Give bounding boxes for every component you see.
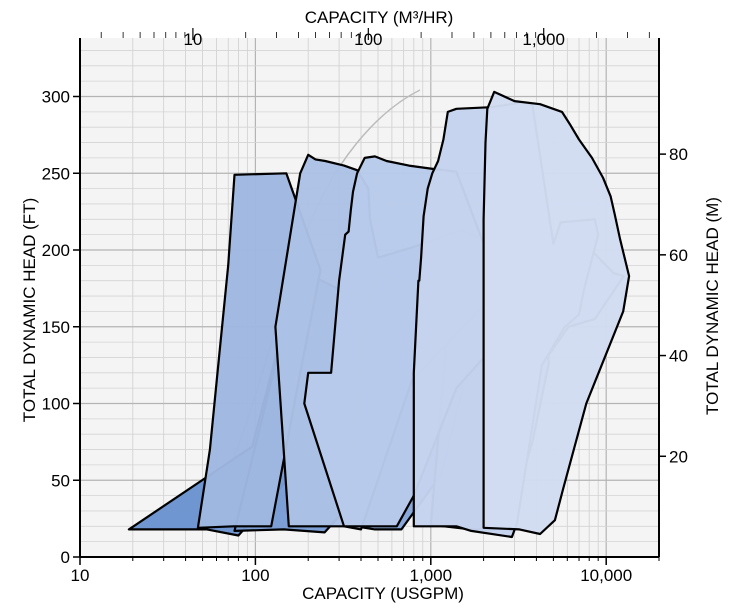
x-tick-label: 10 [71,566,90,585]
x-tick-label: 100 [241,566,269,585]
y2-tick-label: 20 [669,447,688,466]
y-tick-label: 200 [42,241,70,260]
right-axis: 20 40 60 80 [659,145,688,466]
pump-regions [127,90,631,539]
y-tick-label: 150 [42,318,70,337]
x-tick-label: 10,000 [580,566,632,585]
y-tick-label: 50 [51,471,70,490]
pump-region-9 [482,90,631,536]
y-axis-title: TOTAL DYNAMIC HEAD (FT) [20,198,39,422]
y2-tick-label: 60 [669,246,688,265]
x2-tick-label: 10 [183,30,202,49]
y2-tick-label: 80 [669,145,688,164]
y2-tick-label: 40 [669,347,688,366]
y2-axis-title: TOTAL DYNAMIC HEAD (M) [703,197,722,415]
y-tick-label: 250 [42,164,70,183]
y-tick-label: 100 [42,395,70,414]
plot-frame [79,38,660,558]
x2-tick-label: 1,000 [522,30,565,49]
top-axis: 10 100 1,000 [100,28,650,49]
x2-axis-title: CAPACITY (M³/HR) [305,8,454,27]
bottom-axis: 10 100 1,000 10,000 [71,557,660,585]
x-axis-title: CAPACITY (USGPM) [302,584,464,603]
x2-tick-label: 100 [354,30,382,49]
y-tick-label: 300 [42,88,70,107]
left-axis: 0 50 100 150 200 250 300 [42,88,80,567]
y-tick-label: 0 [61,548,70,567]
x-tick-label: 1,000 [410,566,453,585]
